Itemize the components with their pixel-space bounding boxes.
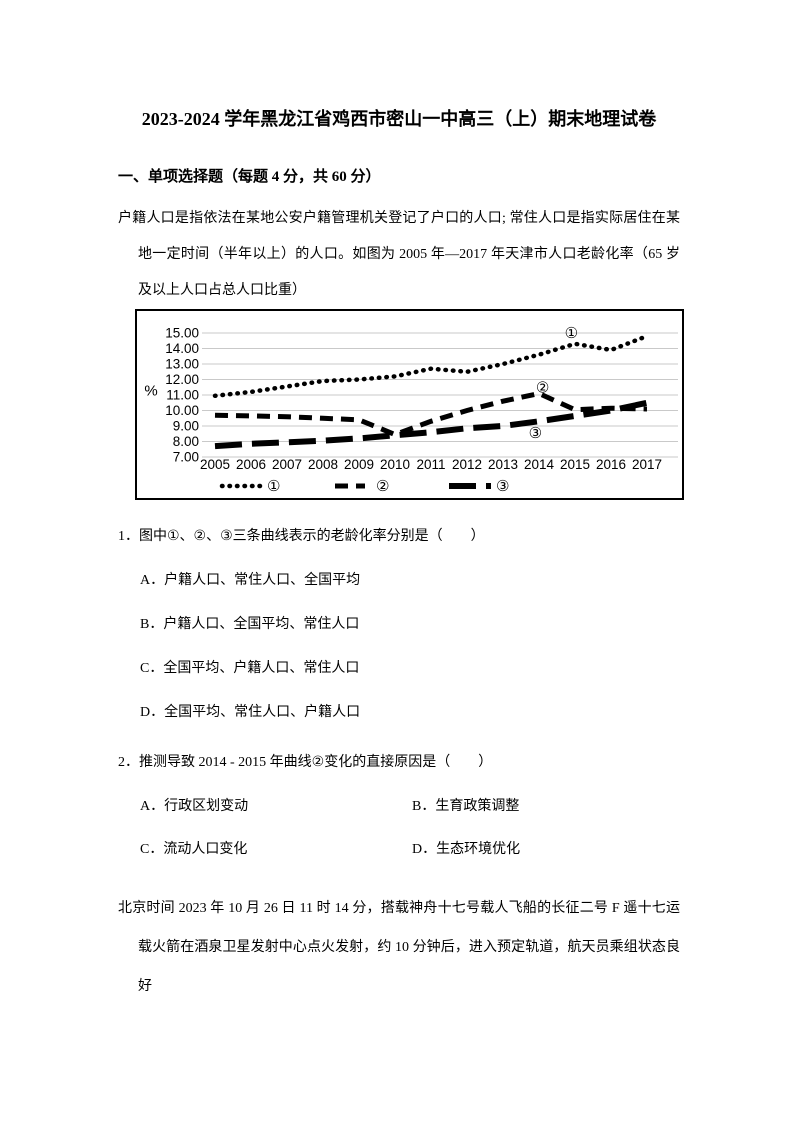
option-label: A． <box>140 799 165 814</box>
svg-text:2012: 2012 <box>452 457 482 472</box>
svg-text:2015: 2015 <box>560 457 590 472</box>
question-2-stem: 2．推测导致 2014 - 2015 年曲线②变化的直接原因是（ ） <box>118 752 680 774</box>
svg-text:8.00: 8.00 <box>173 434 199 449</box>
option-c: C．流动人口变化 <box>140 839 412 861</box>
svg-text:7.00: 7.00 <box>173 450 199 465</box>
option-label: C． <box>140 842 164 857</box>
svg-text:2011: 2011 <box>416 457 445 472</box>
question-1: 1．图中①、②、③三条曲线表示的老龄化率分别是（ ） A．户籍人口、常住人口、全… <box>118 526 680 724</box>
option-label: B． <box>140 617 164 632</box>
svg-text:③: ③ <box>529 424 542 442</box>
option-text: 生态环境优化 <box>436 842 521 857</box>
svg-text:②: ② <box>376 477 389 495</box>
svg-text:③: ③ <box>496 477 509 495</box>
svg-text:②: ② <box>536 378 549 396</box>
svg-text:2006: 2006 <box>236 457 266 472</box>
intro-paragraph: 户籍人口是指依法在某地公安户籍管理机关登记了户口的人口; 常住人口是指实际居住在… <box>118 211 680 298</box>
option-b: B．户籍人口、全国平均、常住人口 <box>140 614 680 636</box>
option-text: 全国平均、户籍人口、常住人口 <box>163 661 360 676</box>
option-label: B． <box>412 799 436 814</box>
svg-text:2007: 2007 <box>272 457 302 472</box>
closing-paragraph: 北京时间 2023 年 10 月 26 日 11 时 14 分，搭载神舟十七号载… <box>118 901 680 994</box>
svg-text:%: % <box>144 382 157 399</box>
option-label: C． <box>140 661 164 676</box>
option-label: D． <box>140 705 165 720</box>
option-b: B．生育政策调整 <box>412 796 680 818</box>
page-title: 2023-2024 学年黑龙江省鸡西市密山一中高三（上）期末地理试卷 <box>141 109 657 129</box>
option-d: D．全国平均、常住人口、户籍人口 <box>140 702 680 724</box>
option-a: A．户籍人口、常住人口、全国平均 <box>140 570 680 592</box>
option-a: A．行政区划变动 <box>140 796 412 818</box>
svg-text:①: ① <box>565 324 578 342</box>
svg-text:2009: 2009 <box>344 457 374 472</box>
svg-text:2005: 2005 <box>200 457 230 472</box>
question-number: 2． <box>118 755 139 770</box>
svg-text:2014: 2014 <box>524 457 555 472</box>
option-label: A． <box>140 573 165 588</box>
option-text: 行政区划变动 <box>164 799 249 814</box>
svg-text:①: ① <box>267 477 280 495</box>
svg-text:14.00: 14.00 <box>165 341 199 356</box>
svg-text:9.00: 9.00 <box>173 419 199 434</box>
option-text: 生育政策调整 <box>435 799 520 814</box>
question-2: 2．推测导致 2014 - 2015 年曲线②变化的直接原因是（ ） A．行政区… <box>118 752 680 861</box>
population-aging-chart: 15.00 14.00 13.00 12.00 11.00 10.00 9.00 8.00 7.… <box>135 309 684 500</box>
svg-text:2016: 2016 <box>596 457 626 472</box>
question-stem-text: 图中①、②、③三条曲线表示的老龄化率分别是（ ） <box>139 529 485 544</box>
svg-text:2017: 2017 <box>632 457 662 472</box>
svg-text:13.00: 13.00 <box>165 357 199 372</box>
question-1-options: A．户籍人口、常住人口、全国平均 B．户籍人口、全国平均、常住人口 C．全国平均… <box>118 570 680 724</box>
svg-text:2008: 2008 <box>308 457 338 472</box>
option-d: D．生态环境优化 <box>412 839 680 861</box>
svg-text:15.00: 15.00 <box>165 326 199 341</box>
question-stem-text: 推测导致 2014 - 2015 年曲线②变化的直接原因是（ ） <box>139 755 493 770</box>
svg-text:2013: 2013 <box>488 457 518 472</box>
question-number: 1． <box>118 529 139 544</box>
question-1-stem: 1．图中①、②、③三条曲线表示的老龄化率分别是（ ） <box>118 526 680 548</box>
line-chart-canvas: 15.0014.0013.0012.0011.0010.009.008.007.… <box>144 324 678 495</box>
option-text: 全国平均、常住人口、户籍人口 <box>164 705 361 720</box>
svg-text:2010: 2010 <box>380 457 410 472</box>
option-c: C．全国平均、户籍人口、常住人口 <box>140 658 680 680</box>
svg-text:12.00: 12.00 <box>165 372 199 387</box>
svg-text:10.00: 10.00 <box>165 403 199 418</box>
svg-text:11.00: 11.00 <box>166 388 199 403</box>
question-2-options: A．行政区划变动 B．生育政策调整 C．流动人口变化 D．生态环境优化 <box>140 796 680 861</box>
option-label: D． <box>412 842 437 857</box>
option-text: 户籍人口、全国平均、常住人口 <box>163 617 360 632</box>
option-text: 户籍人口、常住人口、全国平均 <box>164 573 361 588</box>
section-heading: 一、单项选择题（每题 4 分，共 60 分） <box>118 169 381 185</box>
option-text: 流动人口变化 <box>163 842 248 857</box>
